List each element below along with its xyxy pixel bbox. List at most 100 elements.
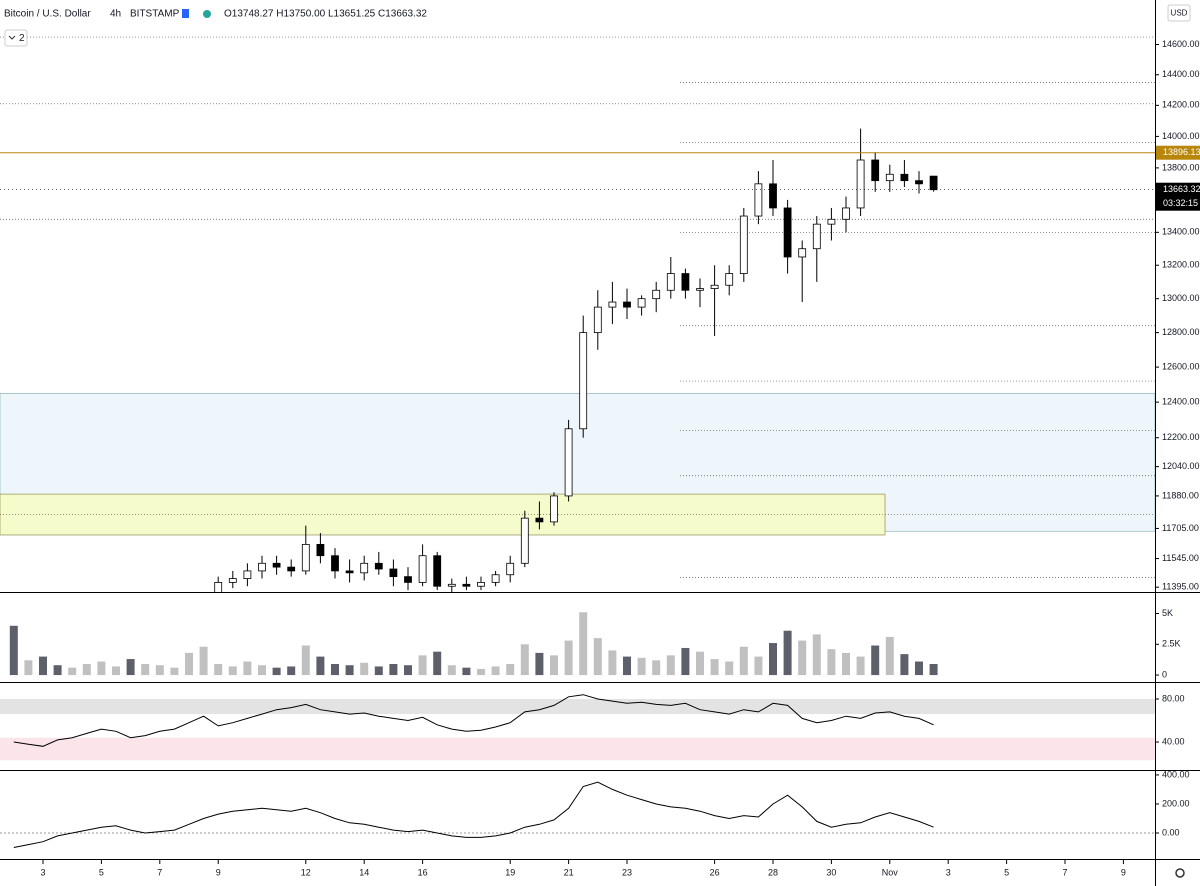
last-price: 13663.32 bbox=[1163, 184, 1200, 194]
volume-bar bbox=[360, 662, 369, 676]
pane bbox=[0, 694, 1155, 761]
volume-bar bbox=[842, 652, 850, 676]
candle-body bbox=[798, 248, 807, 258]
volume-bar bbox=[39, 656, 47, 676]
y-tick-label: 12200.00 bbox=[1162, 432, 1200, 442]
volume-bar bbox=[506, 663, 515, 676]
volume-bar bbox=[608, 650, 617, 676]
volume-bar bbox=[681, 647, 690, 676]
candle-body bbox=[871, 159, 880, 182]
y-tick-label: 2.5K bbox=[1162, 639, 1181, 649]
volume-bar bbox=[24, 660, 33, 676]
candle-body bbox=[564, 428, 573, 497]
symbol-title: Bitcoin / U.S. Dollar bbox=[4, 9, 91, 20]
candle-body bbox=[491, 574, 500, 583]
y-tick-label: 400.00 bbox=[1162, 769, 1190, 779]
y-tick-label: 40.00 bbox=[1162, 736, 1185, 746]
candle-body bbox=[331, 555, 339, 572]
volume-bar bbox=[871, 645, 880, 676]
candle-body bbox=[929, 175, 938, 191]
price-tag-bg bbox=[1156, 145, 1200, 160]
y-tick-label: 14600.00 bbox=[1162, 39, 1200, 49]
volume-bar bbox=[550, 655, 558, 676]
candle-body bbox=[243, 570, 252, 579]
candle-body bbox=[681, 273, 690, 291]
volume-bar bbox=[9, 625, 18, 676]
x-tick-label: 12 bbox=[301, 867, 311, 877]
x-tick-label: 26 bbox=[710, 867, 720, 877]
volume-bar bbox=[97, 661, 106, 676]
volume-bar bbox=[710, 659, 719, 676]
indicator-toggle[interactable] bbox=[4, 29, 28, 47]
x-tick-label: 3 bbox=[40, 867, 45, 877]
countdown: 03:32:15 bbox=[1163, 198, 1198, 208]
candle-body bbox=[418, 555, 427, 583]
x-tick-label: 21 bbox=[564, 867, 574, 877]
volume-bar bbox=[477, 668, 485, 676]
currency-label: USD bbox=[1171, 9, 1188, 18]
volume-bar bbox=[915, 661, 923, 676]
volume-bar bbox=[564, 640, 573, 676]
candle-body bbox=[900, 173, 909, 182]
candle-body bbox=[550, 495, 558, 523]
volume-bar bbox=[900, 654, 909, 676]
x-tick-label: 9 bbox=[216, 867, 221, 877]
volume-bar bbox=[272, 667, 281, 676]
y-tick-label: 12400.00 bbox=[1162, 397, 1200, 407]
exchange: BITSTAMP bbox=[130, 9, 180, 20]
candle-body bbox=[623, 301, 631, 308]
y-tick-label: 13800.00 bbox=[1162, 162, 1200, 172]
interval: 4h bbox=[110, 9, 121, 20]
volume-bar bbox=[637, 657, 646, 676]
y-tick-label: 14000.00 bbox=[1162, 131, 1200, 141]
volume-bar bbox=[885, 636, 894, 676]
volume-bar bbox=[798, 640, 807, 676]
volume-bar bbox=[666, 655, 675, 676]
y-tick-label: 5K bbox=[1162, 608, 1173, 618]
indicator-count: 2 bbox=[19, 33, 25, 44]
volume-bar bbox=[389, 663, 398, 676]
volume-bar bbox=[652, 660, 661, 676]
candle-body bbox=[608, 301, 617, 308]
candle-body bbox=[739, 215, 748, 274]
volume-bar bbox=[258, 665, 266, 676]
candle-body bbox=[885, 173, 894, 182]
volume-bar bbox=[199, 646, 208, 676]
x-tick-label: 3 bbox=[946, 867, 951, 877]
chevron-icon bbox=[8, 35, 16, 40]
volume-bar bbox=[579, 612, 588, 676]
volume-bar bbox=[331, 663, 339, 676]
y-tick-label: 13400.00 bbox=[1162, 227, 1200, 237]
x-tick-label: 7 bbox=[157, 867, 162, 877]
volume-bar bbox=[141, 663, 150, 676]
candle-body bbox=[316, 543, 325, 557]
volume-bar bbox=[623, 656, 631, 676]
y-tick-label: 11705.00 bbox=[1162, 523, 1199, 533]
candle-body bbox=[360, 562, 369, 574]
volume-bar bbox=[214, 663, 223, 676]
candle-body bbox=[506, 562, 515, 576]
ohlc-values: O13748.27 H13750.00 L13651.25 C13663.32 bbox=[224, 9, 427, 20]
candle-body bbox=[593, 306, 602, 334]
pane bbox=[0, 36, 1155, 592]
volume-bar bbox=[82, 663, 91, 676]
candle-body bbox=[258, 562, 266, 572]
volume-bar bbox=[228, 666, 237, 676]
volume-bar bbox=[827, 649, 836, 676]
volume-bar bbox=[812, 634, 821, 676]
volume-bar bbox=[725, 661, 734, 676]
candle-body bbox=[812, 223, 821, 250]
volume-bar bbox=[345, 665, 354, 676]
y-tick-label: 11880.00 bbox=[1162, 490, 1199, 500]
volume-bar bbox=[783, 630, 792, 676]
y-tick-label: 80.00 bbox=[1162, 693, 1185, 703]
pane bbox=[9, 612, 938, 676]
x-tick-label: 28 bbox=[768, 867, 778, 877]
currency-button[interactable] bbox=[1167, 4, 1191, 22]
settings-icon[interactable] bbox=[1175, 868, 1185, 878]
volume-bar bbox=[53, 665, 62, 676]
x-tick-label: 30 bbox=[826, 867, 836, 877]
y-tick-label: 13000.00 bbox=[1162, 293, 1200, 303]
candle-body bbox=[287, 566, 296, 572]
candle-body bbox=[842, 207, 850, 220]
